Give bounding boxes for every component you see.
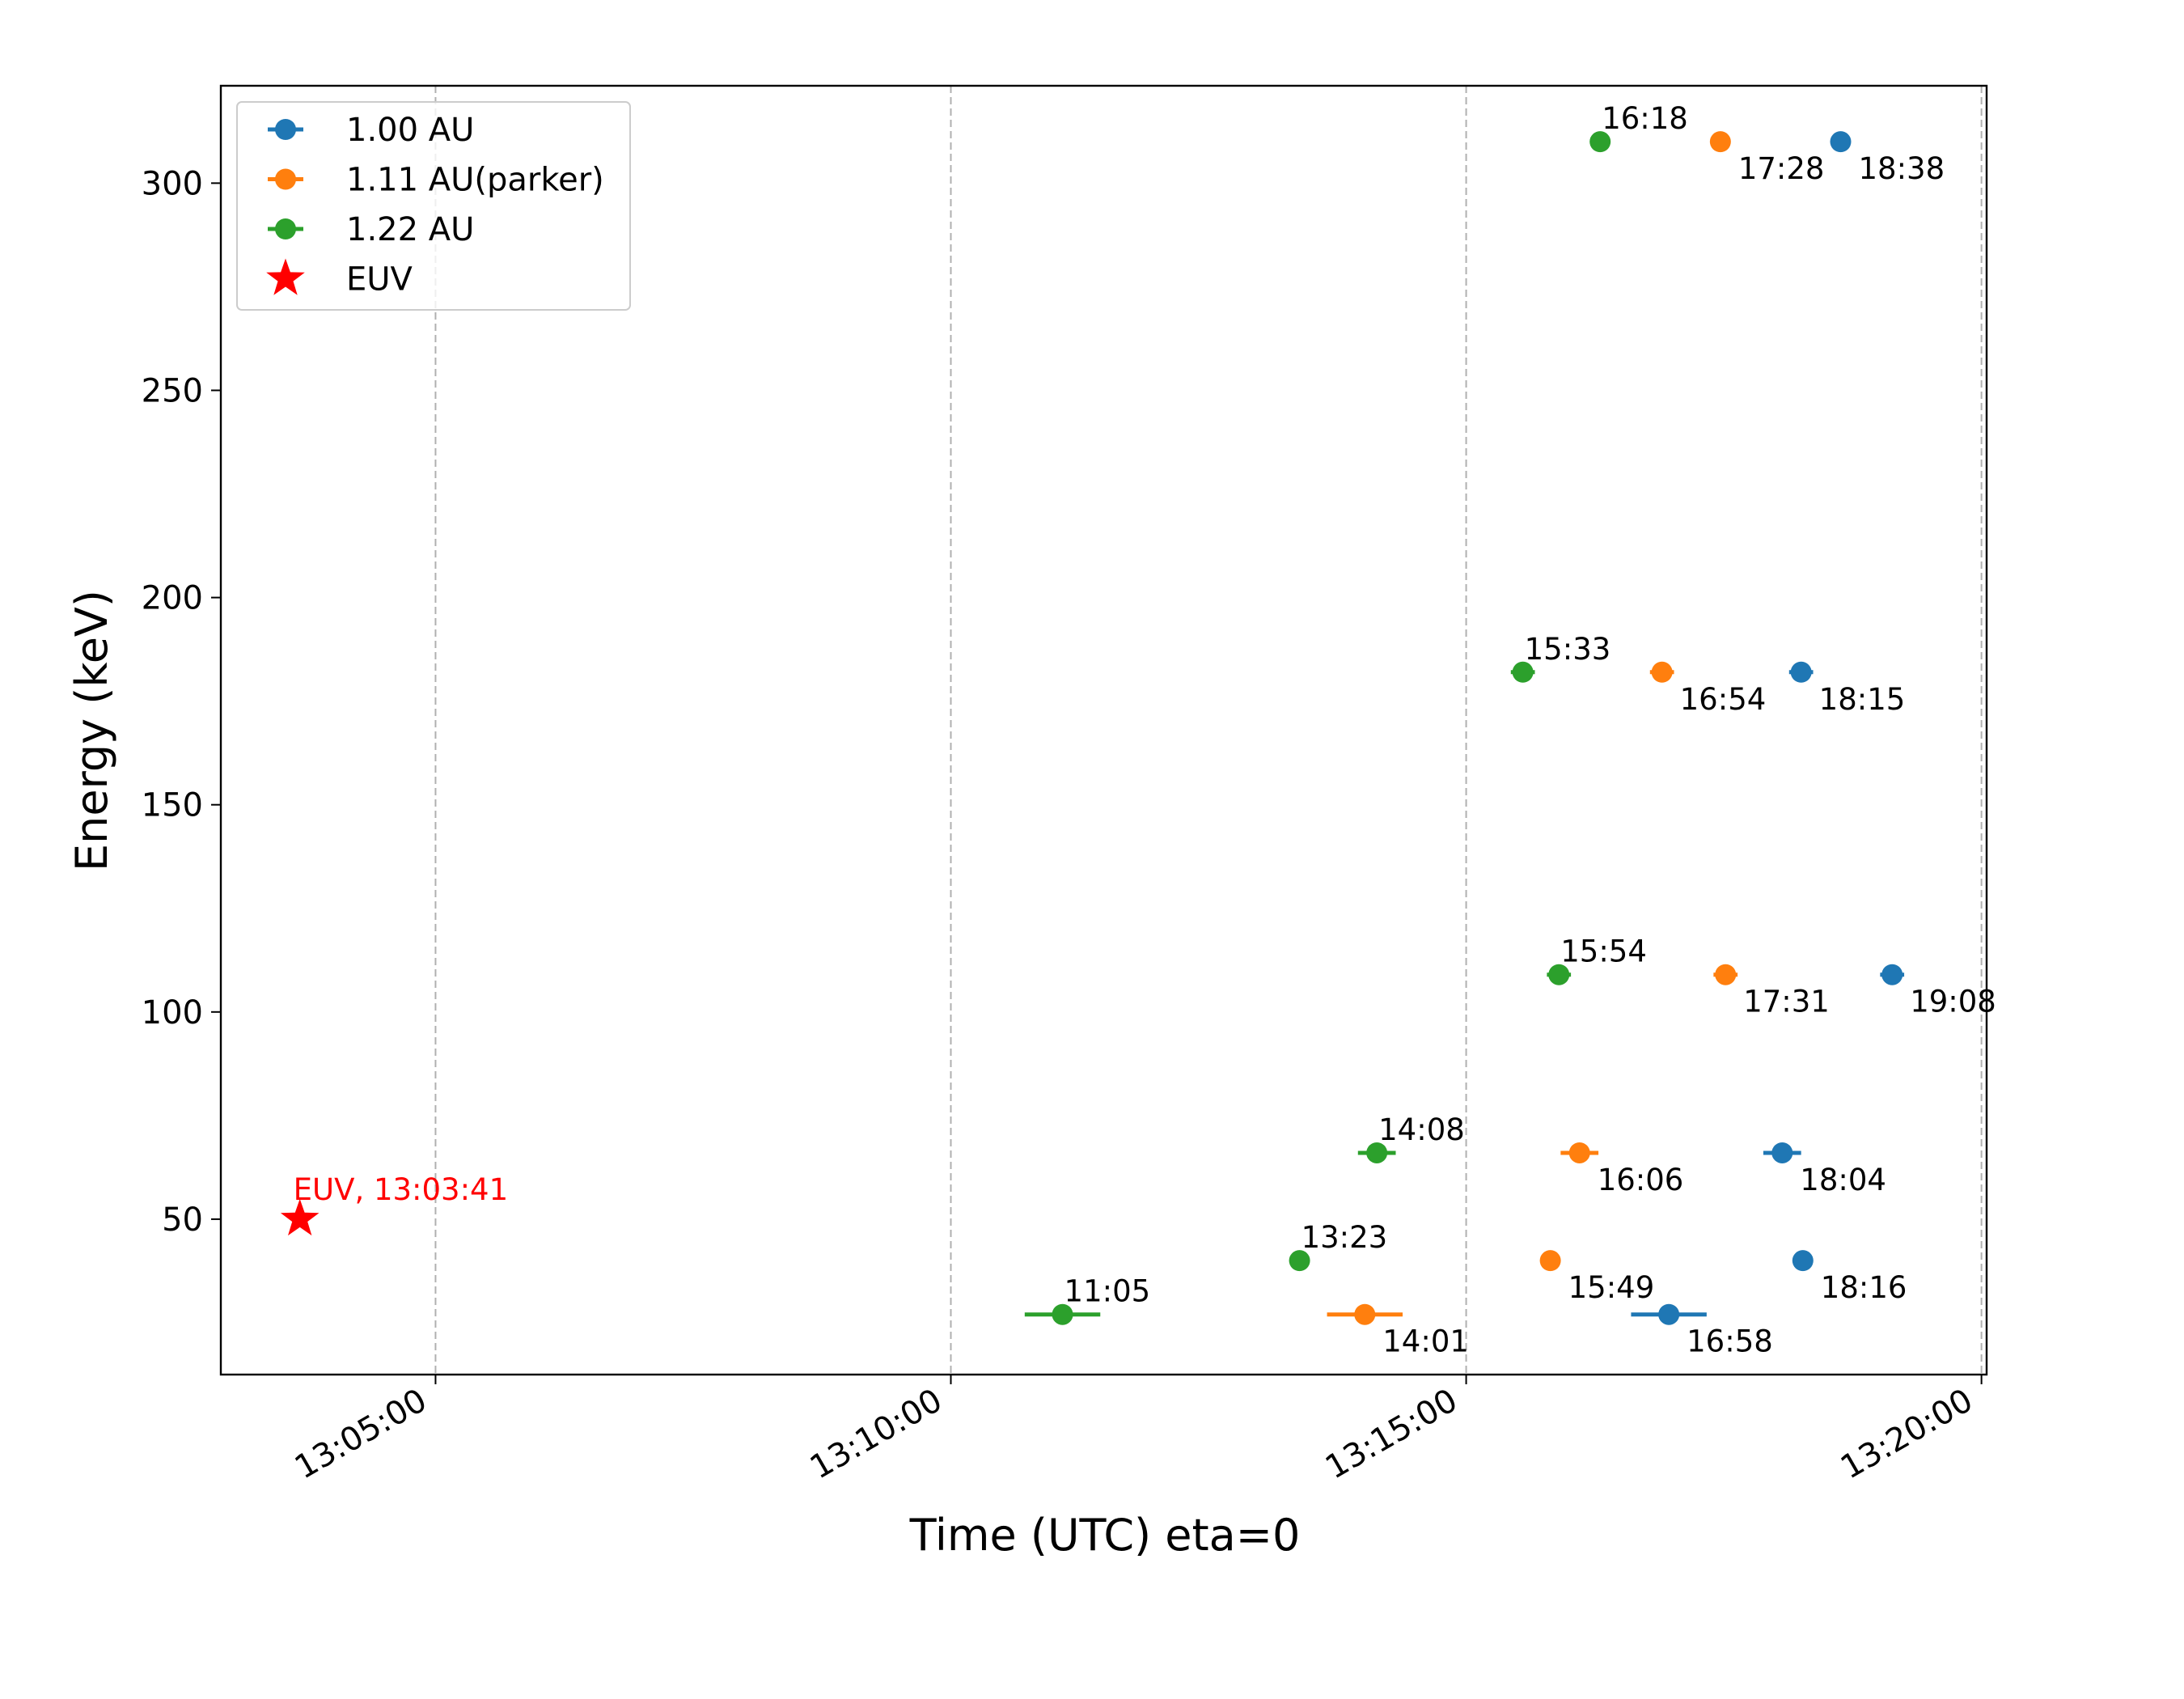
data-label: 11:05 [1064, 1274, 1151, 1309]
data-label: 14:01 [1382, 1324, 1469, 1359]
plot-frame [219, 84, 1988, 1376]
y-tick-label: 300 [142, 165, 203, 202]
y-tick-label: 150 [142, 787, 203, 824]
y-axis-label: Energy (keV) [66, 590, 117, 871]
data-point [1354, 1303, 1376, 1325]
data-label: 16:54 [1680, 682, 1767, 717]
euv-star [280, 1198, 320, 1236]
data-point [1830, 131, 1852, 153]
x-axis-label: Time (UTC) eta=0 [909, 1510, 1301, 1561]
data-label: 15:54 [1560, 934, 1647, 969]
data-label: 16:18 [1602, 101, 1688, 136]
legend-marker [275, 119, 296, 140]
data-label: 18:15 [1819, 682, 1906, 717]
data-marks: 16:58 18:16 18:04 19:08 18:15 18:38 14:01 15:49… [280, 101, 1996, 1359]
legend-marker [275, 218, 296, 239]
legend-label: 1.11 AU(parker) [346, 162, 604, 199]
data-point [1881, 964, 1903, 985]
data-point [1548, 964, 1570, 985]
data-point [1539, 1250, 1561, 1272]
legend: 1.00 AU 1.11 AU(parker) 1.22 AU EUV [236, 101, 631, 311]
data-label: 17:31 [1743, 985, 1830, 1019]
data-point [1651, 661, 1673, 683]
data-label: 15:49 [1568, 1270, 1655, 1305]
data-label: 18:04 [1800, 1163, 1886, 1197]
data-point [1289, 1250, 1310, 1272]
data-label: 19:08 [1910, 985, 1996, 1019]
y-tick-label: 100 [142, 994, 203, 1032]
data-point [1052, 1303, 1073, 1325]
data-label: 13:23 [1302, 1220, 1388, 1255]
y-tick-label: 200 [142, 580, 203, 617]
data-point [1658, 1303, 1680, 1325]
legend-box [236, 101, 631, 311]
data-label: 15:33 [1525, 632, 1611, 667]
legend-label: EUV [346, 261, 413, 299]
legend-marker [275, 168, 296, 190]
data-label: 16:58 [1687, 1324, 1773, 1359]
data-point [1792, 1250, 1814, 1272]
data-point [1366, 1142, 1388, 1163]
y-tick-label: 50 [162, 1201, 203, 1239]
legend-label: 1.00 AU [346, 112, 474, 149]
data-point [1568, 1142, 1590, 1163]
data-point [1512, 661, 1534, 683]
data-point [1790, 661, 1812, 683]
data-point [1771, 1142, 1793, 1163]
data-label: 18:38 [1858, 151, 1945, 186]
data-point [1589, 131, 1611, 153]
legend-marker [266, 258, 305, 295]
legend-label: 1.22 AU [346, 211, 474, 248]
y-tick-label: 250 [142, 372, 203, 409]
data-label: 14:08 [1378, 1112, 1465, 1147]
data-point [1715, 964, 1737, 985]
data-point [1709, 131, 1731, 153]
data-label: 16:06 [1598, 1163, 1684, 1197]
data-label: 18:16 [1821, 1270, 1907, 1305]
data-label: 17:28 [1738, 151, 1825, 186]
euv-label: EUV, 13:03:41 [294, 1172, 508, 1207]
